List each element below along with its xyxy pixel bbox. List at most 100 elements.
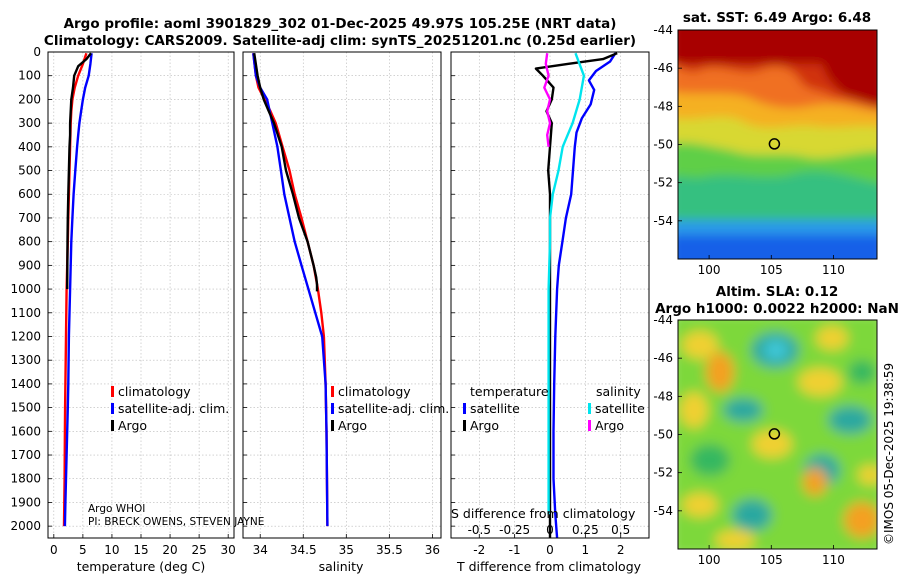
map-y-tick-label: -54 [653, 504, 673, 518]
legend-label-t-satellite: satellite [470, 401, 520, 416]
temperature-panel: 0 5 10 15 20 25 300100200300400500600700800900… [10, 45, 235, 557]
s-tick-label: -0.5 [468, 523, 491, 537]
legend-label-s-argo: Argo [595, 418, 624, 433]
legend-label-satellite: satellite-adj. clim. [118, 401, 229, 416]
x-tick-label: 5 [79, 543, 87, 557]
x-tick-label: -1 [509, 543, 521, 557]
y-tick-label: 1800 [10, 472, 41, 486]
y-tick-label: 700 [18, 211, 41, 225]
y-tick-label: 1100 [10, 306, 41, 320]
y-tick-label: 500 [18, 164, 41, 178]
y-tick-label: 100 [18, 69, 41, 83]
x-tick-label: 20 [162, 543, 177, 557]
x-tick-label: 1 [582, 543, 590, 557]
legend-swatch-argo [111, 420, 114, 431]
legend-swatch-climatology [111, 386, 114, 397]
sla-argo-marker [768, 428, 781, 440]
s-tick-label: 0.5 [611, 523, 630, 537]
x-tick-label: 36 [425, 543, 440, 557]
x-tick-label: 34.5 [290, 543, 317, 557]
y-tick-label: 1900 [10, 495, 41, 509]
timestamp: ©IMOS 05-Dec-2025 19:38:59 [882, 363, 896, 545]
legend-swatch-climatology [331, 386, 334, 397]
plot-frame [450, 51, 650, 539]
salinity-legend: climatology satellite-adj. clim. Argo [331, 384, 449, 433]
map-y-tick-label: -50 [653, 138, 673, 152]
sst-map: sat. SST: 6.49 Argo: 6.48 100 105 110 -44 -4… [653, 10, 878, 277]
map-y-tick-label: -52 [653, 176, 673, 190]
y-tick-label: 1500 [10, 401, 41, 415]
series-line-t-satellite [552, 52, 617, 538]
x-tick-label: 10 [104, 543, 119, 557]
s-difference-label: S difference from climatology [451, 506, 636, 521]
plot-frame [242, 51, 442, 539]
y-tick-label: 1000 [10, 282, 41, 296]
sst-map-title: sat. SST: 6.49 Argo: 6.48 [683, 10, 871, 26]
legend-swatch-satellite [331, 403, 334, 414]
series-line-argo [253, 53, 319, 292]
legend-swatch-s-satellite [588, 403, 591, 414]
plot-frame [47, 51, 235, 539]
series-line-argo [66, 52, 92, 290]
map-y-tick-label: -46 [653, 61, 673, 75]
sst-field [678, 30, 877, 259]
y-tick-label: 0 [33, 45, 41, 59]
sla-field [678, 320, 877, 549]
y-tick-label: 2000 [10, 519, 41, 533]
x-tick-label: 34 [253, 543, 268, 557]
temperature-xlabel: temperature (deg C) [77, 559, 206, 574]
x-tick-label: 15 [133, 543, 148, 557]
y-tick-label: 1300 [10, 353, 41, 367]
series-line-s-argo [543, 53, 552, 147]
sla-map-title-line1: Altim. SLA: 0.12 [716, 284, 838, 300]
s-tick-label: -0.25 [499, 523, 530, 537]
x-tick-label: 30 [221, 543, 236, 557]
legend-label-argo: Argo [338, 418, 367, 433]
difference-xlabel: T difference from climatology [456, 559, 642, 574]
x-tick-label: 35 [339, 543, 354, 557]
map-x-tick-label: 100 [698, 263, 721, 277]
y-tick-label: 1700 [10, 448, 41, 462]
difference-panel: -2 -1 0 1 2-0.5 -0.25 0 0.25 0.5 [450, 51, 650, 557]
map-x-tick-label: 100 [698, 553, 721, 567]
map-x-tick-label: 110 [822, 553, 845, 567]
y-tick-label: 200 [18, 92, 41, 106]
legend-label-s-satellite: satellite [595, 401, 645, 416]
y-tick-label: 1200 [10, 329, 41, 343]
header-title-line2: Climatology: CARS2009. Satellite-adj cli… [44, 33, 636, 49]
legend-swatch-argo [331, 420, 334, 431]
y-tick-label: 400 [18, 140, 41, 154]
legend-swatch-satellite [111, 403, 114, 414]
legend-header-salinity: salinity [596, 384, 641, 399]
x-tick-label: 2 [617, 543, 625, 557]
map-y-tick-label: -44 [653, 313, 673, 327]
legend-label-satellite: satellite-adj. clim. [338, 401, 449, 416]
y-tick-label: 1400 [10, 377, 41, 391]
y-tick-label: 900 [18, 258, 41, 272]
x-tick-label: 0 [546, 543, 554, 557]
map-y-tick-label: -50 [653, 428, 673, 442]
legend-header-temperature: temperature [470, 384, 549, 399]
x-tick-label: 0 [50, 543, 58, 557]
map-y-tick-label: -46 [653, 351, 673, 365]
legend-swatch-t-argo [463, 420, 466, 431]
argo-pi: PI: BRECK OWENS, STEVEN JAYNE [88, 516, 264, 528]
difference-legend: temperature salinity satellite Argo sate… [463, 384, 645, 433]
legend-swatch-s-argo [588, 420, 591, 431]
map-y-tick-label: -52 [653, 466, 673, 480]
y-tick-label: 800 [18, 235, 41, 249]
series-line-satellite-adj-clim- [252, 53, 329, 527]
map-y-tick-label: -48 [653, 389, 673, 403]
x-tick-label: 25 [191, 543, 206, 557]
map-y-tick-label: -54 [653, 214, 673, 228]
sla-map: Altim. SLA: 0.12 Argo h1000: 0.0022 h200… [653, 284, 899, 567]
legend-label-t-argo: Argo [470, 418, 499, 433]
legend-label-argo: Argo [118, 418, 147, 433]
salinity-panel: 34 34.5 35 35.5 36 [242, 51, 442, 557]
salinity-xlabel: salinity [319, 559, 364, 574]
legend-label-climatology: climatology [118, 384, 191, 399]
map-y-tick-label: -44 [653, 23, 673, 37]
legend-swatch-t-satellite [463, 403, 466, 414]
argo-institution: Argo WHOI [88, 503, 145, 515]
map-x-tick-label: 110 [822, 263, 845, 277]
